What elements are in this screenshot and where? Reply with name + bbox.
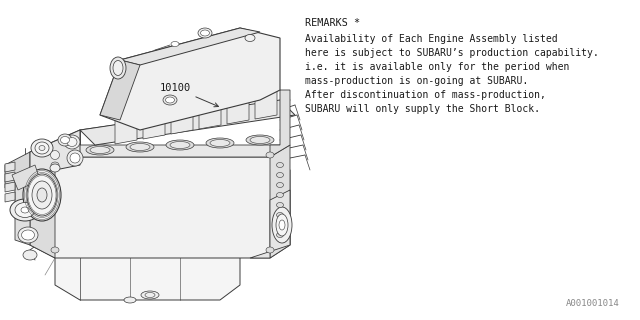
Ellipse shape: [210, 140, 230, 147]
Ellipse shape: [61, 137, 70, 143]
Ellipse shape: [31, 139, 53, 157]
Text: Availability of Each Engine Assembly listed: Availability of Each Engine Assembly lis…: [305, 34, 557, 44]
Ellipse shape: [51, 247, 59, 253]
Ellipse shape: [276, 214, 288, 236]
Ellipse shape: [266, 247, 274, 253]
Ellipse shape: [171, 42, 179, 46]
Ellipse shape: [250, 137, 270, 143]
Ellipse shape: [272, 207, 292, 243]
Polygon shape: [30, 157, 290, 258]
Polygon shape: [5, 152, 30, 188]
Ellipse shape: [21, 207, 29, 213]
Ellipse shape: [113, 60, 123, 76]
Ellipse shape: [126, 142, 154, 152]
Ellipse shape: [22, 230, 35, 240]
Ellipse shape: [15, 203, 35, 218]
Ellipse shape: [130, 143, 150, 150]
Ellipse shape: [70, 153, 80, 163]
Ellipse shape: [50, 164, 60, 172]
Text: A001001014: A001001014: [566, 299, 620, 308]
Polygon shape: [270, 90, 290, 157]
Polygon shape: [199, 86, 221, 129]
Ellipse shape: [67, 138, 77, 147]
Polygon shape: [255, 76, 277, 119]
Polygon shape: [15, 170, 30, 245]
Ellipse shape: [90, 147, 110, 154]
Text: i.e. it is available only for the period when: i.e. it is available only for the period…: [305, 62, 570, 72]
Ellipse shape: [276, 172, 284, 178]
Polygon shape: [250, 190, 290, 258]
Ellipse shape: [206, 138, 234, 148]
Polygon shape: [30, 157, 55, 258]
Ellipse shape: [110, 57, 126, 79]
Polygon shape: [100, 28, 280, 130]
Ellipse shape: [276, 193, 284, 197]
Polygon shape: [227, 81, 249, 124]
Polygon shape: [270, 145, 290, 258]
Polygon shape: [5, 172, 15, 182]
Ellipse shape: [246, 135, 274, 145]
Polygon shape: [115, 101, 137, 144]
Ellipse shape: [51, 150, 60, 159]
Polygon shape: [5, 192, 15, 202]
Polygon shape: [12, 165, 40, 190]
Ellipse shape: [18, 227, 38, 243]
Ellipse shape: [86, 145, 114, 155]
Ellipse shape: [10, 199, 40, 221]
Ellipse shape: [58, 134, 72, 146]
Ellipse shape: [141, 291, 159, 299]
Ellipse shape: [23, 169, 61, 221]
Text: REMARKS *: REMARKS *: [305, 18, 360, 28]
Ellipse shape: [276, 212, 284, 218]
Polygon shape: [30, 130, 80, 175]
Ellipse shape: [64, 135, 80, 149]
Ellipse shape: [32, 181, 52, 209]
Ellipse shape: [276, 203, 284, 207]
Ellipse shape: [276, 222, 284, 228]
Text: After discontinuation of mass-production,: After discontinuation of mass-production…: [305, 90, 546, 100]
Text: SUBARU will only supply the Short Block.: SUBARU will only supply the Short Block.: [305, 104, 540, 114]
Text: 10100: 10100: [159, 83, 218, 107]
Ellipse shape: [166, 140, 194, 150]
Ellipse shape: [266, 152, 274, 158]
Ellipse shape: [279, 220, 285, 230]
Ellipse shape: [276, 163, 284, 167]
Text: here is subject to SUBARU’s production capability.: here is subject to SUBARU’s production c…: [305, 48, 599, 58]
Polygon shape: [55, 145, 290, 157]
Ellipse shape: [145, 292, 155, 298]
Polygon shape: [171, 91, 193, 134]
Ellipse shape: [163, 95, 177, 105]
Polygon shape: [120, 28, 260, 65]
Ellipse shape: [51, 162, 59, 168]
Ellipse shape: [37, 188, 47, 202]
Ellipse shape: [23, 250, 37, 260]
Ellipse shape: [276, 182, 284, 188]
Ellipse shape: [35, 142, 49, 154]
Ellipse shape: [166, 97, 175, 103]
Ellipse shape: [27, 174, 57, 216]
Text: mass-production is on-going at SUBARU.: mass-production is on-going at SUBARU.: [305, 76, 528, 86]
Polygon shape: [5, 182, 15, 192]
Polygon shape: [55, 255, 240, 300]
Polygon shape: [100, 60, 140, 120]
Ellipse shape: [67, 150, 83, 166]
Ellipse shape: [276, 233, 284, 237]
Polygon shape: [5, 162, 15, 172]
Ellipse shape: [198, 28, 212, 38]
Polygon shape: [143, 96, 165, 139]
Polygon shape: [80, 100, 295, 145]
Ellipse shape: [170, 141, 190, 148]
Ellipse shape: [200, 30, 209, 36]
Ellipse shape: [39, 146, 45, 150]
Ellipse shape: [124, 297, 136, 303]
Ellipse shape: [245, 35, 255, 42]
